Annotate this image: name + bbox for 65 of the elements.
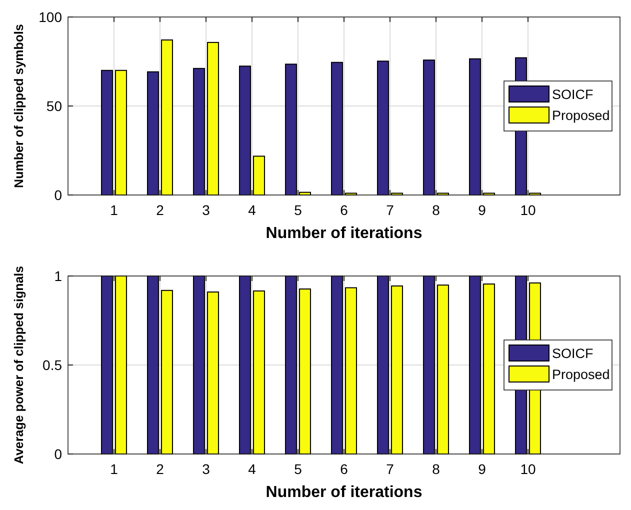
x-tick-label: 8 xyxy=(432,202,440,218)
legend-label: SOICF xyxy=(552,346,594,361)
x-tick-label: 2 xyxy=(156,202,164,218)
bar xyxy=(239,66,251,196)
y-axis-title: Number of clipped symbols xyxy=(12,24,26,188)
x-axis-title: Number of iterations xyxy=(266,484,422,501)
x-tick-label: 8 xyxy=(432,461,440,477)
bar xyxy=(101,276,113,454)
bar xyxy=(239,276,251,454)
x-tick-label: 5 xyxy=(294,202,302,218)
legend-label: Proposed xyxy=(552,367,610,382)
bar xyxy=(437,284,449,454)
bar xyxy=(253,156,265,196)
y-tick-label: 0.5 xyxy=(42,357,62,373)
x-tick-label: 6 xyxy=(340,461,348,477)
x-tick-label: 9 xyxy=(478,461,486,477)
bar xyxy=(377,276,389,454)
bar xyxy=(331,62,343,196)
bar xyxy=(423,60,435,196)
bar xyxy=(147,276,159,454)
x-tick-label: 1 xyxy=(110,202,118,218)
bar xyxy=(391,285,403,454)
x-axis-title: Number of iterations xyxy=(266,225,422,242)
bar xyxy=(193,276,205,454)
bar xyxy=(161,39,173,196)
x-tick-label: 4 xyxy=(248,202,256,218)
y-axis-title: Average power of clipped signals xyxy=(12,266,26,464)
bar xyxy=(115,70,127,196)
x-tick-label: 7 xyxy=(386,202,394,218)
x-tick-label: 7 xyxy=(386,461,394,477)
x-tick-label: 9 xyxy=(478,202,486,218)
x-tick-label: 1 xyxy=(110,461,118,477)
y-tick-label: 100 xyxy=(38,9,62,25)
legend-label: SOICF xyxy=(552,87,594,102)
bar xyxy=(115,276,127,454)
bar xyxy=(101,70,113,196)
bar xyxy=(253,290,265,454)
bar xyxy=(377,60,389,196)
x-tick-label: 4 xyxy=(248,461,256,477)
bar xyxy=(147,71,159,196)
x-tick-label: 3 xyxy=(202,202,210,218)
bar xyxy=(483,284,495,454)
x-tick-label: 6 xyxy=(340,202,348,218)
bar xyxy=(423,276,435,454)
bar xyxy=(299,288,311,454)
bar xyxy=(285,276,297,454)
x-tick-label: 3 xyxy=(202,461,210,477)
y-tick-label: 50 xyxy=(46,98,62,114)
bar xyxy=(285,64,297,196)
bar xyxy=(161,290,173,454)
y-tick-label: 1 xyxy=(54,268,62,284)
x-tick-label: 2 xyxy=(156,461,164,477)
x-tick-label: 10 xyxy=(520,461,536,477)
bar xyxy=(193,68,205,196)
y-tick-label: 0 xyxy=(54,187,62,203)
bar xyxy=(345,287,357,454)
bar xyxy=(469,58,481,196)
y-tick-label: 0 xyxy=(54,446,62,462)
x-tick-label: 5 xyxy=(294,461,302,477)
bar xyxy=(207,42,219,196)
bar xyxy=(331,276,343,454)
bar xyxy=(469,276,481,454)
bar xyxy=(207,292,219,454)
x-tick-label: 10 xyxy=(520,202,536,218)
legend-label: Proposed xyxy=(552,108,610,123)
